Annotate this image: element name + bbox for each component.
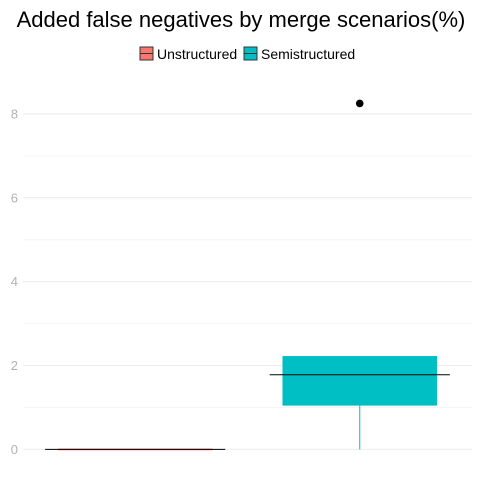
y-tick-label: 8 xyxy=(11,106,18,121)
legend-label-unstructured: Unstructured xyxy=(157,46,237,62)
legend-label-semistructured: Semistructured xyxy=(261,46,355,62)
boxes xyxy=(45,99,450,451)
y-tick-label: 2 xyxy=(11,358,18,373)
outlier-point xyxy=(355,99,364,108)
chart-title: Added false negatives by merge scenarios… xyxy=(17,7,466,32)
y-tick-label: 4 xyxy=(11,274,18,289)
box-unstructured xyxy=(45,448,226,451)
legend: Unstructured Semistructured xyxy=(139,46,355,62)
box-body xyxy=(282,356,438,406)
y-tick-label: 0 xyxy=(11,442,18,457)
y-tick-label: 6 xyxy=(11,190,18,205)
box-semistructured xyxy=(269,99,450,450)
y-axis: 0 2 4 6 8 xyxy=(11,106,18,456)
